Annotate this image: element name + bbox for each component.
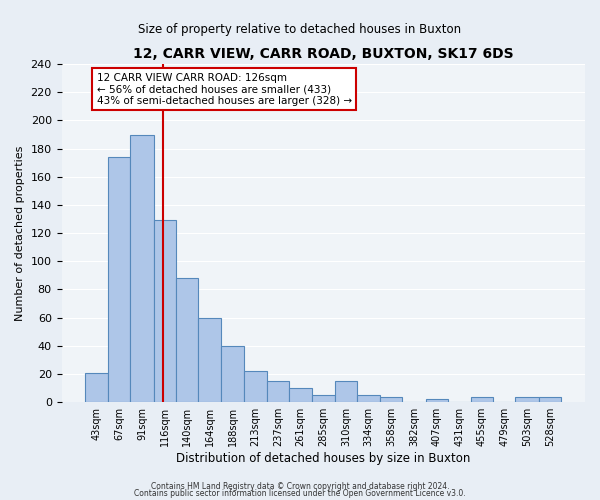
- Title: 12, CARR VIEW, CARR ROAD, BUXTON, SK17 6DS: 12, CARR VIEW, CARR ROAD, BUXTON, SK17 6…: [133, 48, 514, 62]
- Y-axis label: Number of detached properties: Number of detached properties: [15, 146, 25, 321]
- Bar: [108, 157, 130, 402]
- Bar: [176, 278, 199, 402]
- Bar: [470, 396, 493, 402]
- Bar: [515, 396, 539, 402]
- Bar: [221, 346, 244, 402]
- Text: Contains public sector information licensed under the Open Government Licence v3: Contains public sector information licen…: [134, 489, 466, 498]
- Bar: [289, 388, 311, 402]
- Text: Size of property relative to detached houses in Buxton: Size of property relative to detached ho…: [139, 22, 461, 36]
- Text: 12 CARR VIEW CARR ROAD: 126sqm
← 56% of detached houses are smaller (433)
43% of: 12 CARR VIEW CARR ROAD: 126sqm ← 56% of …: [97, 72, 352, 106]
- Bar: [85, 372, 108, 402]
- Bar: [425, 400, 448, 402]
- Bar: [539, 396, 561, 402]
- Bar: [267, 381, 289, 402]
- Bar: [311, 395, 335, 402]
- Text: Contains HM Land Registry data © Crown copyright and database right 2024.: Contains HM Land Registry data © Crown c…: [151, 482, 449, 491]
- Bar: [244, 371, 267, 402]
- Bar: [335, 381, 358, 402]
- X-axis label: Distribution of detached houses by size in Buxton: Distribution of detached houses by size …: [176, 452, 470, 465]
- Bar: [199, 318, 221, 402]
- Bar: [154, 220, 176, 402]
- Bar: [380, 396, 402, 402]
- Bar: [358, 395, 380, 402]
- Bar: [130, 134, 154, 402]
